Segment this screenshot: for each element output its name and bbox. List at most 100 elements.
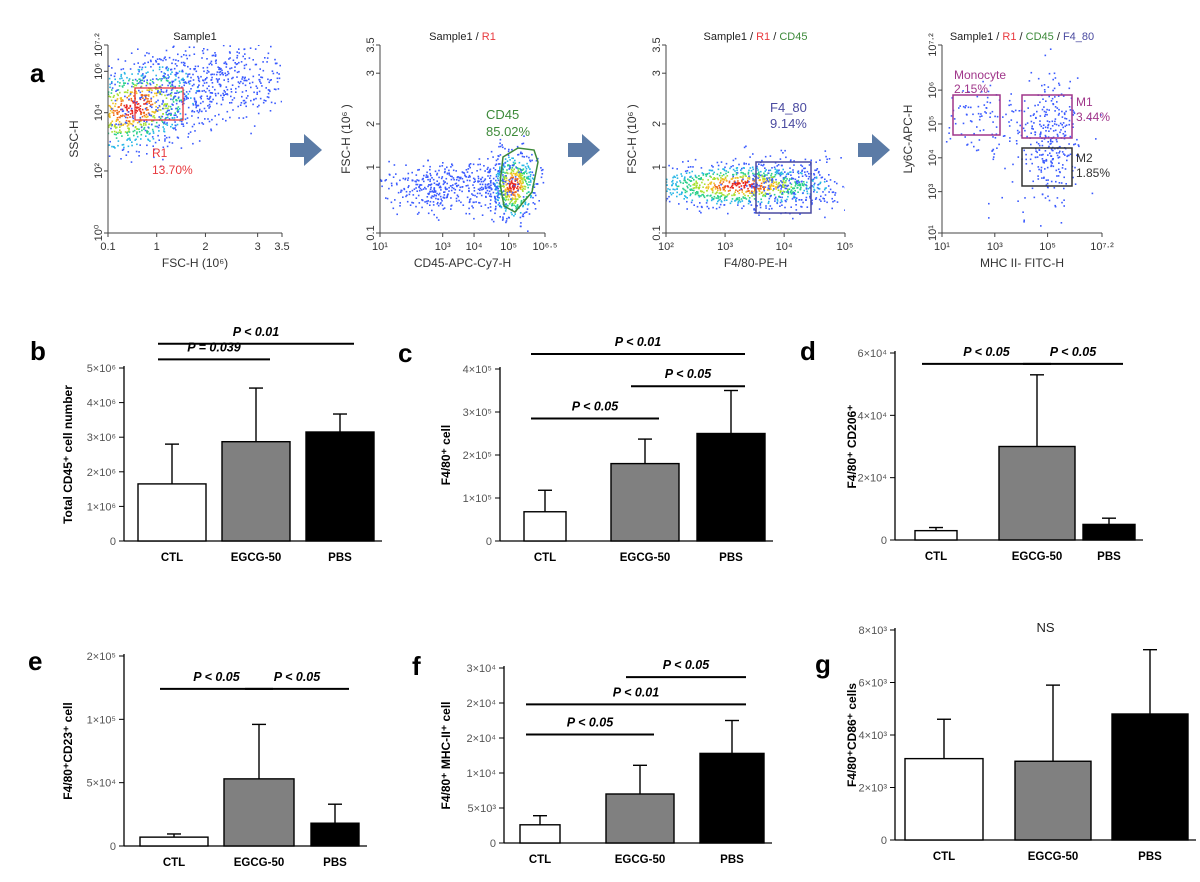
- event-dot: [184, 50, 187, 52]
- event-dot: [1030, 153, 1033, 156]
- event-dot: [204, 78, 206, 81]
- event-dot: [1072, 123, 1074, 125]
- event-dot: [965, 105, 967, 107]
- event-dot: [177, 97, 180, 100]
- event-dot: [742, 205, 745, 207]
- event-dot: [712, 178, 714, 180]
- event-dot: [660, 178, 662, 180]
- event-dot: [258, 74, 260, 76]
- event-dot: [516, 204, 519, 206]
- event-dot: [522, 168, 525, 170]
- event-dot: [736, 198, 739, 201]
- event-dot: [232, 109, 234, 111]
- event-dot: [172, 97, 175, 100]
- event-dot: [515, 191, 517, 193]
- event-dot: [140, 96, 143, 99]
- event-dot: [63, 103, 65, 105]
- event-dot: [245, 105, 247, 108]
- event-dot: [92, 128, 94, 130]
- event-dot: [187, 81, 190, 84]
- event-dot: [217, 66, 219, 68]
- event-dot: [741, 191, 744, 193]
- event-dot: [1048, 109, 1050, 111]
- event-dot: [714, 177, 716, 180]
- event-dot: [162, 113, 164, 115]
- event-dot: [767, 193, 770, 195]
- event-dot: [527, 184, 529, 186]
- event-dot: [984, 111, 986, 113]
- event-dot: [1063, 205, 1065, 207]
- event-dot: [992, 136, 994, 138]
- event-dot: [622, 180, 624, 182]
- event-dot: [148, 123, 150, 125]
- event-dot: [706, 186, 708, 188]
- event-dot: [502, 190, 505, 192]
- event-dot: [716, 202, 718, 205]
- event-dot: [261, 76, 264, 79]
- event-dot: [503, 212, 506, 215]
- event-dot: [123, 146, 125, 149]
- event-dot: [775, 188, 777, 190]
- event-dot: [683, 198, 685, 200]
- y-tick-label: 3×10⁵: [463, 407, 492, 419]
- event-dot: [173, 45, 175, 48]
- event-dot: [145, 97, 147, 100]
- event-dot: [773, 188, 775, 190]
- event-dot: [98, 136, 100, 138]
- event-dot: [448, 186, 450, 189]
- event-dot: [529, 194, 532, 197]
- event-dot: [190, 76, 192, 79]
- event-dot: [390, 182, 393, 185]
- event-dot: [776, 200, 779, 202]
- event-dot: [823, 188, 826, 191]
- event-dot: [164, 73, 166, 75]
- event-dot: [208, 85, 210, 87]
- event-dot: [193, 98, 196, 101]
- event-dot: [508, 179, 511, 181]
- event-dot: [696, 191, 698, 193]
- event-dot: [752, 172, 754, 175]
- y-tick-label: 2×10⁵: [87, 651, 116, 663]
- event-dot: [717, 164, 720, 167]
- event-dot: [59, 136, 61, 138]
- event-dot: [118, 106, 120, 108]
- event-dot: [173, 67, 176, 70]
- event-dot: [161, 103, 163, 105]
- event-dot: [779, 201, 782, 204]
- event-dot: [85, 97, 87, 99]
- event-dot: [521, 182, 523, 185]
- event-dot: [178, 108, 181, 110]
- event-dot: [210, 79, 212, 81]
- event-dot: [759, 179, 761, 181]
- event-dot: [436, 174, 438, 176]
- event-dot: [240, 61, 243, 63]
- event-dot: [522, 196, 525, 198]
- event-dot: [287, 69, 289, 71]
- bar-pbs: [696, 432, 766, 542]
- panel-label-f: f: [412, 651, 421, 681]
- event-dot: [992, 121, 994, 123]
- event-dot: [106, 138, 108, 140]
- event-dot: [155, 94, 158, 97]
- event-dot: [432, 204, 435, 206]
- event-dot: [824, 194, 827, 196]
- event-dot: [219, 71, 222, 73]
- event-dot: [162, 59, 164, 62]
- event-dot: [163, 122, 165, 124]
- event-dot: [415, 197, 418, 199]
- event-dot: [406, 194, 408, 197]
- event-dot: [731, 194, 733, 197]
- event-dot: [1044, 134, 1047, 137]
- event-dot: [489, 199, 492, 201]
- y-tick-label: 10²: [93, 163, 105, 179]
- event-dot: [710, 199, 713, 202]
- event-dot: [117, 94, 119, 97]
- event-dot: [793, 192, 796, 194]
- event-dot: [59, 120, 61, 122]
- event-dot: [506, 204, 509, 207]
- event-dot: [719, 172, 722, 174]
- event-dot: [89, 126, 91, 128]
- event-dot: [820, 200, 822, 202]
- event-dot: [472, 194, 474, 196]
- event-dot: [451, 164, 454, 167]
